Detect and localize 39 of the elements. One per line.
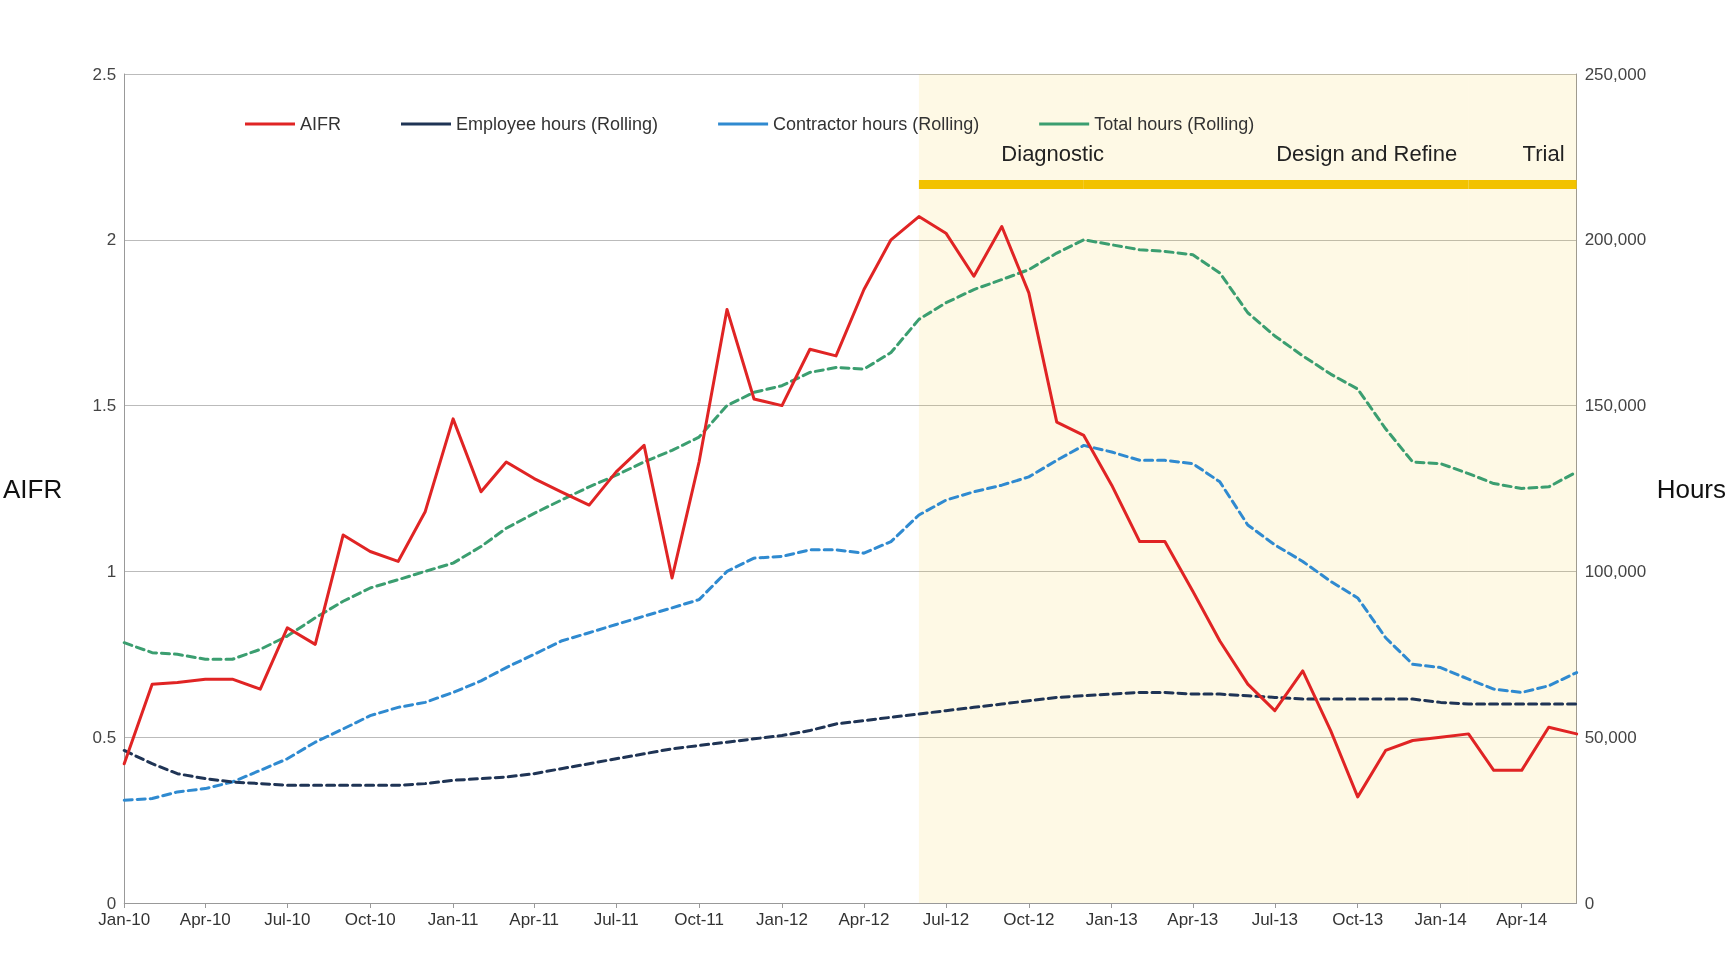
x-tick-label: Jan-13	[1085, 910, 1138, 929]
y2-tick-label: 100,000	[1584, 561, 1647, 581]
y-axis-title: AIFR	[2, 473, 63, 504]
y-tick-label: 1.5	[92, 396, 117, 416]
x-tick-label: Jan-12	[755, 910, 808, 929]
y2-tick-label: 200,000	[1584, 230, 1647, 250]
x-tick-label: Apr-11	[509, 910, 560, 929]
x-tick-label: Jul-11	[593, 910, 639, 929]
band-label: Design and Refine	[1276, 140, 1458, 166]
x-tick-label: Apr-14	[1496, 910, 1548, 929]
legend-label: Total hours (Rolling)	[1094, 114, 1255, 134]
x-tick-label: Apr-12	[838, 910, 890, 929]
x-tick-label: Oct-10	[344, 910, 396, 929]
y-tick-label: 2.5	[92, 64, 117, 84]
legend-label: Contractor hours (Rolling)	[773, 114, 980, 134]
x-tick-label: Oct-13	[1332, 910, 1384, 929]
x-tick-label: Jan-14	[1414, 910, 1467, 929]
x-tick-label: Jan-11	[427, 910, 479, 929]
y2-axis-title: Hours	[1656, 473, 1726, 504]
y-tick-label: 0.5	[92, 727, 117, 747]
x-tick-label: Oct-12	[1003, 910, 1055, 929]
y-tick-label: 1	[106, 561, 117, 581]
y2-tick-label: 250,000	[1584, 64, 1647, 84]
y-tick-label: 2	[106, 230, 117, 250]
y2-tick-label: 0	[1584, 893, 1595, 913]
x-tick-label: Jul-13	[1251, 910, 1298, 929]
x-tick-label: Jul-12	[922, 910, 970, 929]
band-label: Trial	[1522, 140, 1565, 166]
x-tick-label: Apr-10	[179, 910, 231, 929]
x-tick-label: Jul-10	[264, 910, 311, 929]
band-label: Diagnostic	[1001, 140, 1105, 166]
legend-label: AIFR	[300, 114, 342, 134]
legend-label: Employee hours (Rolling)	[456, 114, 659, 134]
x-tick-label: Jan-10	[98, 910, 151, 929]
y2-tick-label: 50,000	[1584, 727, 1637, 747]
x-tick-label: Apr-13	[1167, 910, 1219, 929]
y2-tick-label: 150,000	[1584, 396, 1647, 416]
y-tick-label: 0	[106, 893, 117, 913]
x-tick-label: Oct-11	[674, 910, 724, 929]
